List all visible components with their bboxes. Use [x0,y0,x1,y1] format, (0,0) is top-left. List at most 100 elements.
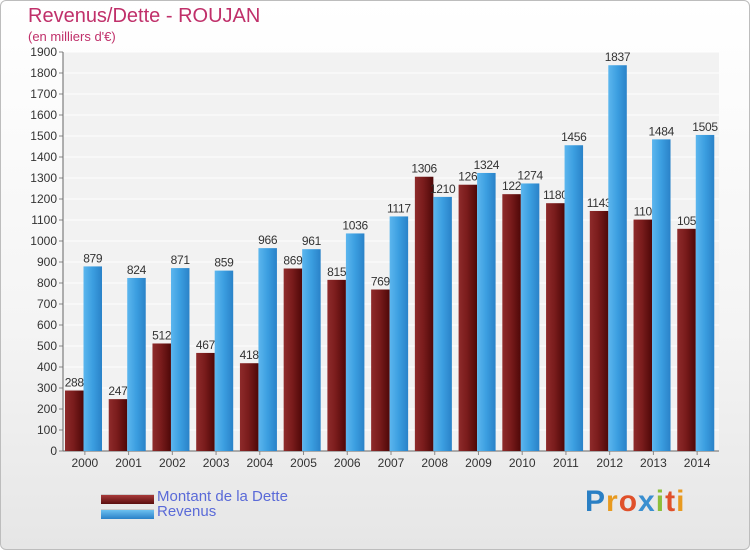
y-tick-label: 1300 [30,171,57,185]
x-tick-label: 2012 [596,456,623,470]
y-tick-label: 700 [37,297,57,311]
y-tick-label: 500 [37,339,57,353]
bar-dette [108,399,128,451]
bar-revenus [302,249,321,451]
x-tick-label: 2003 [203,456,230,470]
bar-revenus [608,65,627,451]
x-tick-label: 2000 [72,456,99,470]
data-label-revenus: 1117 [387,201,411,215]
data-label-revenus: 824 [127,263,147,277]
x-tick-label: 2014 [684,456,711,470]
x-tick-label: 2008 [421,456,448,470]
x-tick-label: 2004 [246,456,273,470]
bar-revenus [170,268,190,451]
bar-dette [633,219,653,451]
bar-dette [414,176,434,452]
bar-revenus [520,183,540,451]
data-label-revenus: 1210 [430,182,456,196]
data-label-revenus: 1036 [342,218,368,232]
logo-letter: P [585,485,607,518]
data-label-dette: 288 [65,376,85,390]
bar-dette [196,352,215,451]
bar-dette [589,210,609,451]
bar-dette [677,228,696,451]
y-tick-label: 400 [37,360,57,374]
data-label-dette: 126 [458,170,478,184]
y-tick-label: 1500 [30,129,57,143]
data-label-dette: 769 [371,275,391,289]
logo-letter: i [655,485,666,518]
bar-revenus [83,266,102,451]
y-tick-label: 1200 [30,192,57,206]
y-tick-label: 1100 [31,213,57,227]
proxiti-logo: Proxiti [585,485,685,519]
y-tick-label: 800 [37,276,57,290]
x-tick-label: 2009 [465,456,492,470]
data-label-revenus: 859 [214,256,234,270]
bar-revenus [564,145,584,452]
y-tick-label: 0 [50,444,57,458]
bar-dette [502,194,521,452]
data-label-revenus: 1505 [692,120,718,134]
legend-label-revenus: Revenus [157,503,217,520]
data-label-dette: 418 [240,348,260,362]
bar-dette [152,343,171,451]
x-tick-label: 2010 [509,456,536,470]
y-tick-label: 1900 [30,45,57,59]
data-label-revenus: 961 [302,234,322,248]
data-label-revenus: 1837 [605,50,631,64]
data-label-dette: 1306 [411,162,437,176]
logo-letter: t [665,485,677,518]
y-tick-label: 300 [37,381,57,395]
x-tick-label: 2007 [378,456,405,470]
chart-subtitle: (en milliers d'€) [28,29,116,44]
bar-revenus [652,139,671,452]
y-tick-label: 200 [37,402,57,416]
x-tick-label: 2011 [553,456,579,470]
bar-dette [327,279,346,451]
bar-revenus [389,216,409,451]
x-tick-label: 2013 [640,456,667,470]
y-tick-label: 1400 [30,150,57,164]
bar-revenus [477,172,496,451]
logo-letter: o [618,485,639,518]
x-tick-label: 2005 [290,456,317,470]
data-label-revenus: 966 [258,233,278,247]
y-tick-label: 1800 [30,66,57,80]
bar-dette [546,203,565,451]
y-tick-label: 1600 [30,108,57,122]
data-label-dette: 110 [634,205,653,219]
bar-revenus [258,248,277,451]
legend-swatch-dette [101,494,154,504]
data-label-dette: 815 [327,265,347,279]
y-tick-label: 600 [37,318,57,332]
chart-title: Revenus/Dette - ROUJAN [28,5,261,27]
bar-revenus [214,270,234,451]
bar-revenus [695,134,715,451]
bar-dette [239,363,259,451]
legend-label-dette: Montant de la Dette [157,488,288,505]
bar-dette [371,289,390,451]
logo-letter: i [676,485,686,518]
bar-revenus [345,233,365,451]
bar-dette [65,390,84,451]
y-tick-label: 900 [37,255,57,269]
x-tick-label: 2001 [115,456,142,470]
bar-dette [283,268,303,451]
bar-dette [458,184,478,451]
data-label-dette: 122 [502,179,522,193]
logo-letter: r [606,485,619,518]
bar-revenus [127,277,146,451]
y-tick-label: 100 [37,423,57,437]
data-label-revenus: 1484 [649,124,675,138]
data-label-dette: 467 [196,338,216,352]
y-tick-label: 1700 [30,87,57,101]
legend-swatch-revenus [101,509,154,519]
logo-letter: x [638,485,656,518]
data-label-revenus: 879 [83,251,103,265]
data-label-dette: 1143 [587,196,612,210]
data-label-dette: 1180 [543,188,568,202]
x-tick-label: 2002 [159,456,186,470]
